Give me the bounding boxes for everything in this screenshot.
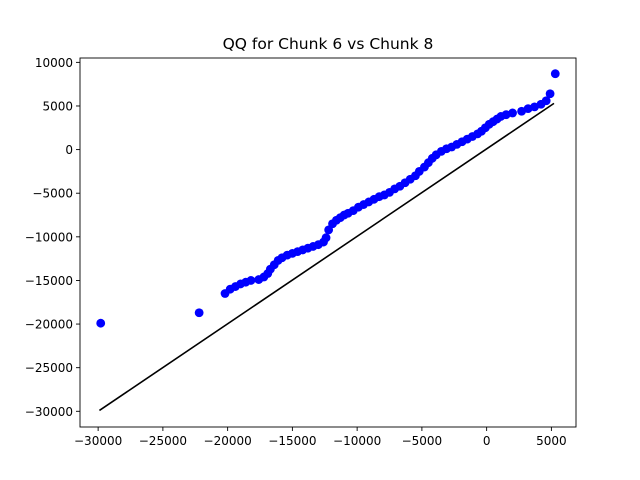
data-point [321, 233, 331, 243]
data-point [194, 308, 204, 318]
x-tick-label: −15000 [268, 434, 316, 448]
y-tick-label: −5000 [32, 187, 73, 201]
data-point [246, 276, 256, 285]
x-tick-label: −25000 [139, 434, 187, 448]
y-axis: −30000 −25000 −20000 −15000 −10000 −5000 0 5000… [25, 56, 80, 419]
y-tick-label: −20000 [25, 318, 73, 332]
y-tick-label: 5000 [42, 99, 73, 113]
y-tick-label: −10000 [25, 230, 73, 244]
reference-line-layer [98, 102, 555, 412]
x-tick-label: −30000 [74, 434, 122, 448]
x-tick-label: −10000 [333, 434, 381, 448]
plot-area: −30000 −25000 −20000 −15000 −10000 −5000 0 5000… [25, 56, 577, 448]
x-tick-label: 5000 [536, 434, 567, 448]
chart-title: QQ for Chunk 6 vs Chunk 8 [223, 35, 434, 53]
y-tick-label: −30000 [25, 405, 73, 419]
data-point [508, 108, 517, 118]
scatter-points-layer [96, 69, 560, 328]
y-tick-label: 0 [65, 143, 73, 157]
x-tick-label: −20000 [204, 434, 252, 448]
y-tick-label: −25000 [25, 361, 73, 375]
y-tick-label: −15000 [25, 274, 73, 288]
data-point [541, 96, 551, 106]
y-tick-label: 10000 [35, 56, 73, 70]
data-point [545, 89, 555, 99]
axes-frame [79, 57, 577, 428]
reference-line [98, 102, 555, 412]
data-point [550, 69, 560, 79]
data-point [96, 318, 106, 328]
x-tick-label: 0 [483, 434, 491, 448]
x-tick-label: −5000 [402, 434, 443, 448]
x-axis: −30000 −25000 −20000 −15000 −10000 −5000 0 5000 [74, 427, 567, 448]
